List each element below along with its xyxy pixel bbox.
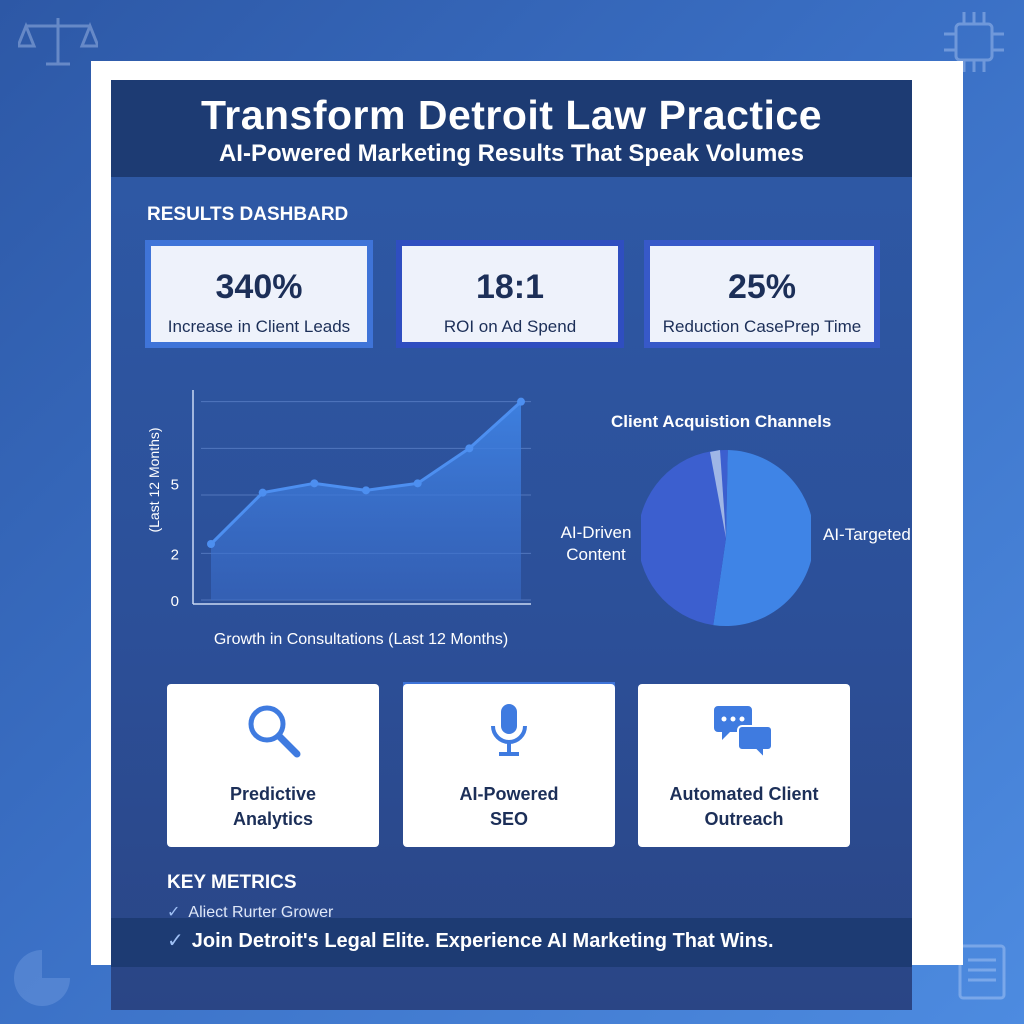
stat-label: Reduction CasePrep Time [662,317,862,336]
pie-label-ai-driven: AI-Driven Content [560,523,632,564]
stat-label: Increase in Client Leads [167,317,351,336]
stat-value: 340% [215,268,303,306]
chat-bubbles-icon [714,706,773,760]
search-icon [248,705,301,758]
poster-panel: Transform Detroit Law Practice AI-Powere… [111,80,912,1010]
cta-label: Join Detroit's Legal Elite. Experience A… [191,930,774,952]
feature-label-line2: Outreach [704,809,784,829]
pie-label-ai-targeted: AI-Targeted Ardech Ads [823,525,912,544]
feature-card-ai-seo[interactable]: AI-Powered SEO [403,684,615,847]
pie-slice-edge [710,450,726,538]
pie-slice [641,450,728,626]
pie-chart-icon [14,950,70,1006]
poster-card: Transform Detroit Law Practice AI-Powere… [91,61,963,1010]
feature-label: AI-Powered SEO [403,782,615,832]
stat-label: ROI on Ad Spend [443,317,577,336]
data-point [413,479,422,488]
dashboard-label: RESULTS DASHBARD [147,204,349,225]
y-tick-label: 0 [171,593,179,610]
data-point [517,397,525,406]
check-icon: ✓ [167,904,181,921]
page-subtitle: AI-Powered Marketing Results That Speak … [218,140,805,167]
y-axis-label: (Last 12 Months) [146,427,162,532]
cta-text: ✓ Join Detroit's Legal Elite. Experience … [167,928,774,953]
key-metrics-item-text: Aliect Rurter Grower [188,904,334,921]
microphone-icon [491,704,527,756]
header-banner [111,80,912,177]
data-point [310,479,319,488]
key-metrics-item: ✓ Aliect Rurter Grower [167,902,333,922]
feature-label: Automated Client Outreach [638,782,850,832]
consultations-area-chart: 0 2 5 (Last 12 Months) Growth in Consultatio… [146,390,531,648]
pie-slice [713,450,811,626]
stat-value: 18:1 [475,268,545,306]
area-fill [211,401,521,600]
document-icon [958,944,1006,1000]
y-tick-label: 5 [171,476,179,493]
data-point [362,486,370,495]
feature-label-line1: Predictive [229,784,317,804]
stat-value: 25% [727,268,797,306]
acquisition-pie-chart [641,450,811,626]
stat-card-leads: 340% Increase in Client Leads [145,240,373,348]
feature-label-line1: AI-Powered [459,784,559,804]
feature-label-line1: Automated Client [669,784,819,804]
stat-card-roi: 18:1 ROI on Ad Spend [396,240,624,348]
page-title: Transform Detroit Law Practice [200,92,823,138]
stat-card-prep-time: 25% Reduction CasePrep Time [644,240,880,348]
feature-label-line2: Analytics [232,809,314,829]
feature-label-line2: SEO [489,809,528,829]
chip-icon [944,12,1004,72]
data-point [465,444,474,453]
feature-label: Predictive Analytics [167,782,379,832]
y-tick-label: 2 [171,546,179,563]
x-axis-label: Growth in Consultations (Last 12 Months) [214,631,508,648]
feature-card-client-outreach[interactable]: Automated Client Outreach [638,684,850,847]
data-point [207,540,215,548]
feature-card-predictive-analytics[interactable]: Predictive Analytics [167,684,379,847]
pie-chart-title: Client Acquistion Channels [611,412,832,431]
check-icon: ✓ [167,930,184,952]
cta-banner [111,918,912,967]
key-metrics-title: KEY METRICS [167,872,297,893]
data-point [258,488,267,497]
scales-icon [18,18,98,66]
